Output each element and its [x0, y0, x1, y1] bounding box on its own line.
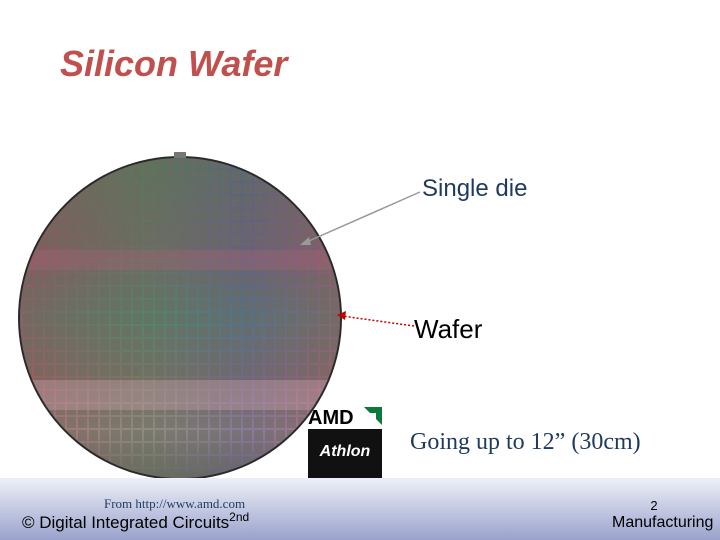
logo-brand: AMD — [308, 407, 354, 429]
page-number: 2 — [650, 498, 657, 513]
slide-title: Silicon Wafer — [60, 43, 289, 84]
die-label: Single die — [422, 175, 527, 202]
logo-product: Athlon — [319, 443, 371, 460]
footer-chapter: Manufacturing — [612, 514, 713, 531]
wafer-image — [18, 152, 342, 480]
edition: 2nd — [229, 510, 249, 524]
amd-logo: AMD Athlon — [308, 407, 382, 483]
wafer-arrow-head — [337, 311, 346, 320]
wafer-label: Wafer — [414, 314, 483, 344]
footer-course: © Digital Integrated Circuits2nd — [22, 510, 249, 532]
die-arrow — [301, 191, 421, 245]
wafer-arrow — [341, 315, 415, 327]
die-arrow-head — [300, 237, 311, 245]
size-label: Going up to 12” (30cm) — [410, 429, 641, 455]
footer-band — [0, 478, 720, 540]
footer-source: From http://www.amd.com — [104, 496, 245, 511]
course: © Digital Integrated Circuits — [22, 513, 229, 532]
